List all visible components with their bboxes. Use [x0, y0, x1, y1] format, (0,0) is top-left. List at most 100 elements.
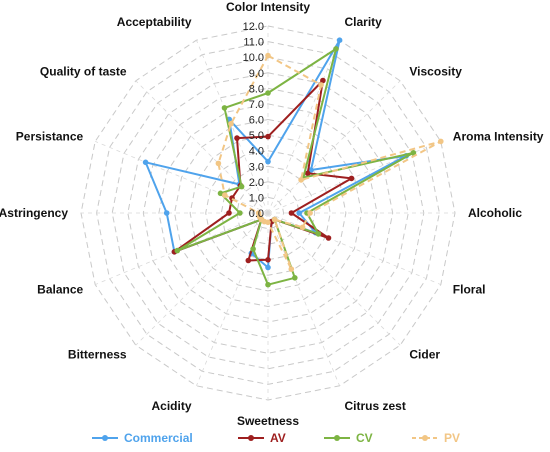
data-point: [336, 37, 343, 43]
series-commercial: [142, 37, 410, 271]
data-point: [265, 52, 271, 59]
data-point: [296, 210, 303, 216]
data-point: [438, 138, 444, 145]
data-point: [228, 120, 234, 127]
grid-spoke: [196, 212, 269, 386]
grid-spoke: [135, 212, 269, 346]
data-point: [288, 210, 295, 216]
grid-spoke: [95, 212, 269, 285]
data-point: [226, 210, 232, 216]
data-point: [292, 275, 298, 281]
grid-spoke: [135, 80, 269, 214]
legend-swatch: [324, 435, 350, 441]
tick-label: 9.0: [249, 68, 264, 80]
tick-label: 8.0: [249, 83, 264, 95]
axis-label: Floral: [453, 283, 486, 297]
axis-label: Aroma Intensity: [453, 130, 544, 144]
data-point: [250, 246, 256, 252]
axis-label: Cider: [409, 347, 440, 361]
data-point: [410, 150, 417, 156]
tick-label: 11.0: [243, 37, 264, 49]
series-pv: [215, 52, 444, 272]
axis-labels: Color Intensity Clarity Viscosity Aroma Int…: [0, 0, 544, 428]
data-point: [265, 281, 271, 288]
data-point: [271, 216, 278, 223]
data-point: [142, 159, 149, 166]
axis-label: Astringency: [0, 206, 68, 220]
tick-label: 2.0: [249, 177, 264, 189]
data-point: [304, 170, 311, 177]
data-point: [298, 177, 304, 183]
tick-label: 4.0: [249, 146, 264, 158]
data-point: [237, 210, 243, 216]
data-point: [221, 105, 228, 111]
legend-label: AV: [270, 431, 286, 445]
data-point: [265, 158, 271, 165]
legend: Commercial AV CV PV: [90, 428, 510, 448]
data-point: [307, 210, 313, 216]
axis-label: Persistance: [16, 130, 84, 144]
grid-spoke: [95, 141, 269, 214]
data-point: [265, 133, 271, 140]
data-point: [174, 247, 181, 254]
grid-spoke: [267, 80, 401, 214]
legend-item-cv: CV: [322, 428, 373, 448]
data-point: [333, 46, 339, 52]
series-line: [144, 39, 408, 269]
axis-label: Color Intensity: [226, 0, 310, 14]
grid-ring: [205, 150, 331, 276]
grid-ring: [111, 56, 425, 370]
grid-spoke: [267, 212, 401, 346]
legend-swatch: [238, 435, 264, 441]
axis-label: Acceptability: [117, 15, 192, 29]
data-point: [255, 210, 262, 216]
data-point: [325, 235, 332, 241]
axis-label: Clarity: [345, 15, 383, 29]
radar-series: [142, 37, 444, 288]
tick-label: 10.0: [243, 52, 264, 64]
grid-spoke: [267, 212, 441, 285]
axis-label: Acidity: [151, 399, 191, 413]
grid-spoke: [196, 40, 269, 214]
data-point: [265, 264, 271, 271]
tick-label: 12.0: [243, 21, 264, 33]
grid-ring: [173, 118, 363, 308]
legend-label: Commercial: [124, 431, 193, 445]
data-point: [222, 192, 228, 198]
data-point: [163, 210, 170, 216]
grid-ring: [236, 181, 300, 245]
axis-label: Quality of taste: [40, 65, 127, 79]
data-point: [315, 231, 322, 237]
tick-label: 7.0: [249, 99, 264, 111]
tick-label: 1.0: [249, 192, 264, 204]
data-point: [320, 77, 326, 84]
data-point: [299, 224, 306, 231]
data-point: [318, 82, 324, 88]
legend-swatch: [92, 435, 118, 441]
data-point: [217, 190, 224, 197]
axis-label: Sweetness: [237, 414, 299, 428]
tick-label: 0.0: [249, 208, 264, 220]
tick-label: 3.0: [249, 161, 264, 173]
tick-label: 6.0: [249, 115, 264, 127]
radial-tick-labels: 0.0 1.0 2.0 3.0 4.0 5.0 6.0 7.0 8.0 9.0 10.0 11.0 12…: [243, 21, 264, 220]
tick-label: 5.0: [249, 130, 264, 142]
axis-label: Bitterness: [68, 347, 127, 361]
data-point: [288, 266, 295, 272]
data-point: [234, 135, 240, 141]
data-point: [245, 257, 252, 264]
axis-label: Alcoholic: [468, 206, 522, 220]
legend-label: PV: [444, 431, 461, 445]
axis-label: Citrus zest: [345, 399, 406, 413]
legend-label: CV: [356, 431, 373, 445]
legend-item-pv: PV: [410, 428, 460, 448]
data-point: [265, 257, 271, 263]
legend-item-av: AV: [236, 428, 286, 448]
grid-ring: [158, 103, 378, 323]
legend-item-commercial: Commercial: [90, 428, 193, 448]
data-point: [348, 175, 355, 182]
legend-swatch: [412, 435, 438, 441]
data-point: [238, 183, 245, 190]
radar-spokes: [81, 26, 455, 400]
